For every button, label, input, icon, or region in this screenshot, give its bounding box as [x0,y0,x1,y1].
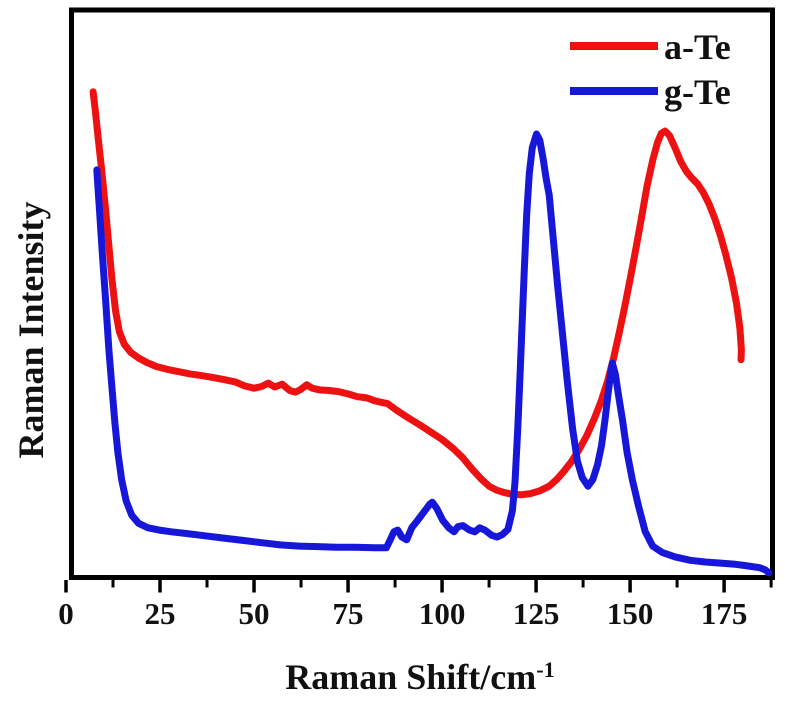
x-axis-title-superscript: -1 [536,656,555,682]
legend-label-g-te: g-Te [664,72,731,112]
a-te-curve [89,88,745,499]
x-axis-tick-label: 100 [419,596,466,631]
x-axis-tick-label: 0 [58,596,74,631]
legend-label-a-te: a-Te [664,27,731,67]
x-axis-title: Raman Shift/cm-1 [68,656,772,698]
g-te-curve [93,130,773,577]
legend: a-Te g-Te [570,27,731,112]
x-axis-tick-label: 175 [701,596,748,631]
x-axis-tick-label: 150 [607,596,654,631]
series-group [89,88,773,577]
x-axis-tick-label: 25 [145,596,176,631]
x-axis-tick-label: 125 [513,596,560,631]
x-axis-tick-label: 50 [239,596,270,631]
x-axis-title-text: Raman Shift/cm [285,657,537,697]
x-axis-tick-label: 75 [333,596,364,631]
x-axis: 0 25 50 75 100 125 150 175 [58,580,773,631]
plot-frame [69,7,775,580]
y-axis-title: Raman Intensity [11,201,51,459]
